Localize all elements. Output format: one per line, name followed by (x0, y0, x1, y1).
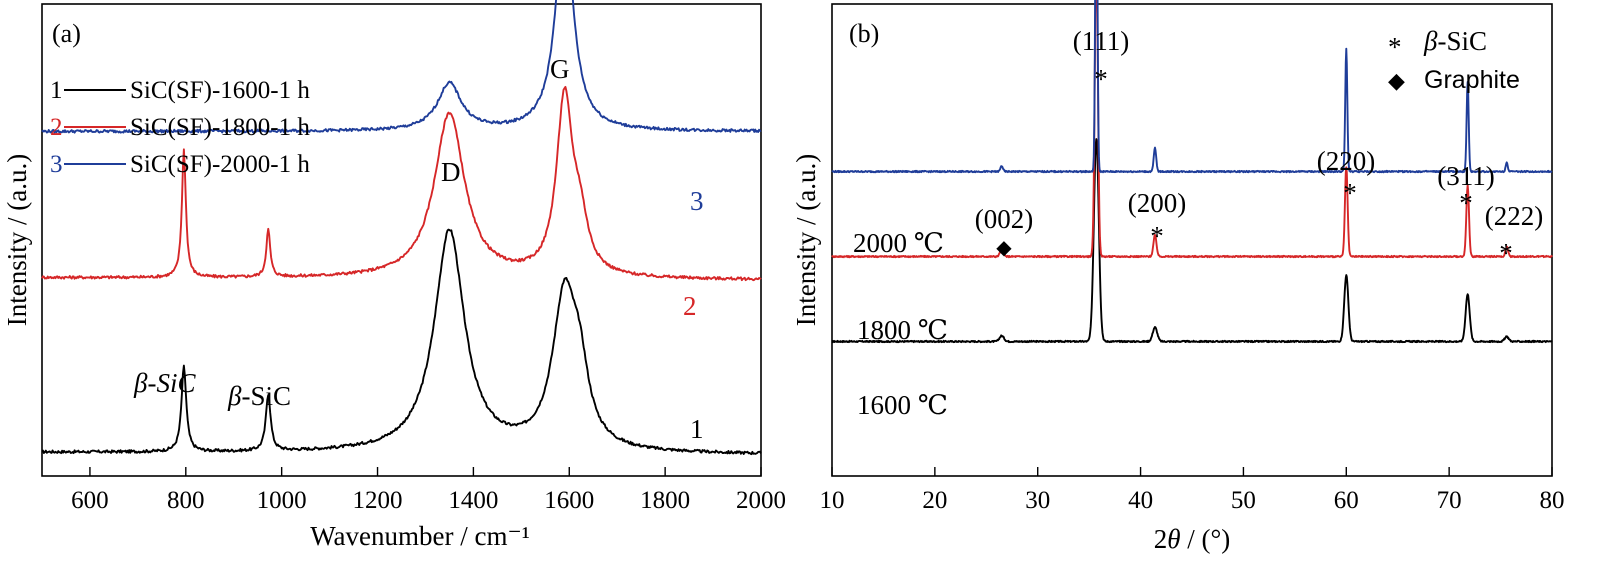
a-tick-label-1400: 1400 (448, 487, 498, 514)
b-tick-label-10: 10 (820, 487, 845, 514)
legend-diamond-symbol: ◆ (1388, 68, 1405, 93)
reflection-star-222: * (1499, 238, 1513, 268)
reflection-label-002: (002) (975, 204, 1033, 234)
plot-frame-b (831, 3, 1553, 477)
raman-chart: 600 800 1000 1200 1400 1600 1800 2000 (a) 1 SiC… (2, 0, 786, 551)
y-axis-label-b: Intensity / (a.u.) (791, 154, 821, 326)
xrd-trace-3 (831, 0, 1553, 174)
plot-frame-a (41, 3, 762, 477)
a-tick-label-1600: 1600 (544, 487, 594, 514)
annotation-D: D (441, 157, 461, 187)
y-axis-label-a: Intensity / (a.u.) (2, 154, 32, 326)
b-tick-label-30: 30 (1025, 487, 1050, 514)
reflection-star-200: * (1150, 221, 1164, 251)
legend-label-2: SiC(SF)-1800-1 h (130, 114, 310, 141)
reflection-label-200: (200) (1128, 188, 1186, 218)
xrd-trace-2 (831, 0, 1553, 259)
annotation-G: G (550, 54, 570, 84)
legend-label-3: SiC(SF)-2000-1 h (130, 151, 310, 178)
b-tick-label-50: 50 (1231, 487, 1256, 514)
b-tick-label-80: 80 (1540, 487, 1565, 514)
reflection-label-220: (220) (1317, 146, 1375, 176)
series-label-2000: 2000 ℃ (853, 228, 944, 258)
trace-number-3: 3 (690, 186, 704, 216)
a-tick-label-1000: 1000 (257, 487, 307, 514)
raman-trace-3 (41, 0, 762, 134)
reflection-star-111: * (1094, 64, 1108, 94)
b-tick-label-20: 20 (922, 487, 947, 514)
xrd-chart: 10 20 30 40 50 60 70 80 (b) * β-SiC ◆ Graphite … (791, 0, 1565, 554)
b-tick-label-70: 70 (1437, 487, 1462, 514)
trace-number-2: 2 (683, 291, 697, 321)
graphite-diamond-marker: ◆ (996, 237, 1012, 259)
x-axis-tick-labels-a: 600 800 1000 1200 1400 1600 1800 2000 (71, 487, 786, 514)
xrd-trace-1 (831, 138, 1553, 344)
b-tick-label-60: 60 (1334, 487, 1359, 514)
legend-a: 1 SiC(SF)-1600-1 h 2 SiC(SF)-1800-1 h 3 … (50, 77, 310, 178)
legend-graphite-label: Graphite (1424, 66, 1520, 94)
annotation-beta-sic-2: β-SiC (227, 381, 291, 411)
x-axis-tick-labels-b: 10 20 30 40 50 60 70 80 (820, 487, 1565, 514)
b-tick-label-40: 40 (1128, 487, 1153, 514)
panel-label-b: (b) (849, 19, 879, 48)
legend-num-3: 3 (50, 151, 63, 178)
x-axis-label-a: Wavenumber / cm⁻¹ (310, 521, 530, 551)
panel-label-a: (a) (52, 19, 81, 48)
a-tick-label-800: 800 (167, 487, 205, 514)
raman-traces (41, 0, 762, 456)
reflection-label-311: (311) (1437, 161, 1494, 191)
legend-num-1: 1 (50, 77, 63, 104)
raman-trace-2 (41, 85, 762, 282)
series-label-1600: 1600 ℃ (857, 390, 948, 420)
raman-trace-1 (41, 228, 762, 456)
x-axis-ticks-a (89, 467, 762, 476)
xrd-traces (831, 0, 1553, 344)
legend-label-1: SiC(SF)-1600-1 h (130, 77, 310, 104)
annotation-beta-sic-1: β-SiC (133, 368, 196, 398)
a-tick-label-1800: 1800 (640, 487, 690, 514)
reflection-star-220: * (1343, 178, 1357, 208)
legend-star-symbol: * (1388, 32, 1402, 62)
reflection-label-111: (111) (1073, 26, 1129, 56)
reflection-star-311: * (1459, 188, 1473, 218)
a-tick-label-1200: 1200 (353, 487, 403, 514)
legend-num-2: 2 (50, 114, 63, 141)
reflection-label-222: (222) (1485, 201, 1543, 231)
series-label-1800: 1800 ℃ (857, 315, 948, 345)
trace-number-1: 1 (690, 414, 704, 444)
legend-beta-sic-label: β-SiC (1423, 26, 1487, 56)
a-tick-label-600: 600 (71, 487, 109, 514)
legend-b: * β-SiC ◆ Graphite (1388, 26, 1520, 94)
a-tick-label-2000: 2000 (736, 487, 786, 514)
x-axis-label-b: 2θ / (°) (1154, 524, 1231, 554)
x-axis-ticks-b (831, 467, 1553, 476)
